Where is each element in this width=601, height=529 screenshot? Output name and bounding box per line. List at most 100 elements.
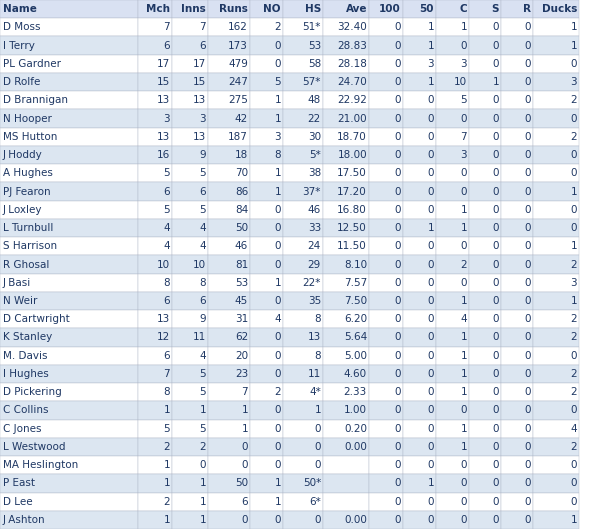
Bar [436, 273, 469, 292]
Bar [403, 438, 436, 456]
Text: 0: 0 [427, 114, 434, 124]
Text: 0: 0 [394, 168, 401, 178]
Bar [403, 292, 436, 310]
Text: 7: 7 [163, 369, 170, 379]
Bar [138, 492, 172, 511]
Bar [283, 256, 323, 273]
Bar [208, 146, 250, 164]
Text: 0: 0 [394, 387, 401, 397]
Bar [172, 310, 208, 329]
Text: 1: 1 [427, 41, 434, 51]
Text: 0: 0 [525, 187, 531, 197]
Bar [501, 346, 533, 365]
Text: 6: 6 [200, 187, 206, 197]
Text: 2: 2 [163, 497, 170, 507]
Text: 0: 0 [492, 41, 499, 51]
Text: 0: 0 [570, 405, 577, 415]
Text: 17: 17 [193, 59, 206, 69]
Text: 0: 0 [525, 351, 531, 361]
Text: 0: 0 [275, 332, 281, 342]
Bar [172, 110, 208, 127]
Bar [323, 383, 369, 402]
Text: 6: 6 [242, 497, 248, 507]
Text: 81: 81 [235, 260, 248, 269]
Bar [250, 346, 283, 365]
Text: 0.00: 0.00 [344, 515, 367, 525]
Text: 5: 5 [200, 424, 206, 434]
Text: 0: 0 [460, 241, 467, 251]
Bar [533, 219, 579, 237]
Text: 0: 0 [570, 223, 577, 233]
Bar [323, 18, 369, 37]
Text: C Jones: C Jones [3, 424, 41, 434]
Bar [436, 54, 469, 73]
Bar [323, 54, 369, 73]
Bar [469, 146, 501, 164]
Bar [0, 492, 138, 511]
Text: 0: 0 [525, 478, 531, 488]
Text: 1: 1 [275, 168, 281, 178]
Text: 1: 1 [275, 95, 281, 105]
Bar [403, 511, 436, 529]
Bar [436, 200, 469, 219]
Text: 0: 0 [275, 460, 281, 470]
Text: 0: 0 [427, 241, 434, 251]
Text: 0: 0 [525, 332, 531, 342]
Bar [533, 292, 579, 310]
Text: 3: 3 [570, 77, 577, 87]
Bar [323, 37, 369, 54]
Bar [403, 183, 436, 200]
Bar [403, 91, 436, 110]
Text: 1: 1 [314, 405, 321, 415]
Bar [138, 256, 172, 273]
Bar [172, 54, 208, 73]
Bar [138, 438, 172, 456]
Text: 1: 1 [492, 77, 499, 87]
Bar [323, 256, 369, 273]
Text: 0: 0 [394, 369, 401, 379]
Text: 0: 0 [492, 95, 499, 105]
Bar [250, 256, 283, 273]
Bar [501, 256, 533, 273]
Bar [250, 456, 283, 475]
Bar [403, 402, 436, 419]
Text: J Hoddy: J Hoddy [3, 150, 43, 160]
Text: 3: 3 [460, 150, 467, 160]
Bar [283, 110, 323, 127]
Bar [403, 219, 436, 237]
Text: MA Heslington: MA Heslington [3, 460, 78, 470]
Text: 1: 1 [460, 387, 467, 397]
Text: K Stanley: K Stanley [3, 332, 52, 342]
Text: 0: 0 [314, 515, 321, 525]
Text: 2: 2 [570, 442, 577, 452]
Bar [172, 438, 208, 456]
Text: 1: 1 [460, 369, 467, 379]
Text: 4: 4 [200, 223, 206, 233]
Bar [323, 110, 369, 127]
Bar [208, 402, 250, 419]
Bar [403, 54, 436, 73]
Bar [403, 146, 436, 164]
Bar [369, 200, 403, 219]
Text: 0: 0 [427, 296, 434, 306]
Text: 24.70: 24.70 [337, 77, 367, 87]
Text: 0: 0 [525, 314, 531, 324]
Bar [250, 0, 283, 18]
Text: A Hughes: A Hughes [3, 168, 53, 178]
Text: 0: 0 [314, 442, 321, 452]
Bar [469, 73, 501, 91]
Bar [172, 164, 208, 183]
Text: 0: 0 [492, 22, 499, 32]
Bar [283, 54, 323, 73]
Text: I Terry: I Terry [3, 41, 35, 51]
Bar [250, 110, 283, 127]
Text: 0: 0 [525, 497, 531, 507]
Text: 32.40: 32.40 [337, 22, 367, 32]
Text: 4: 4 [570, 424, 577, 434]
Bar [323, 346, 369, 365]
Bar [403, 383, 436, 402]
Text: 2: 2 [460, 260, 467, 269]
Bar [403, 329, 436, 346]
Bar [138, 310, 172, 329]
Bar [369, 91, 403, 110]
